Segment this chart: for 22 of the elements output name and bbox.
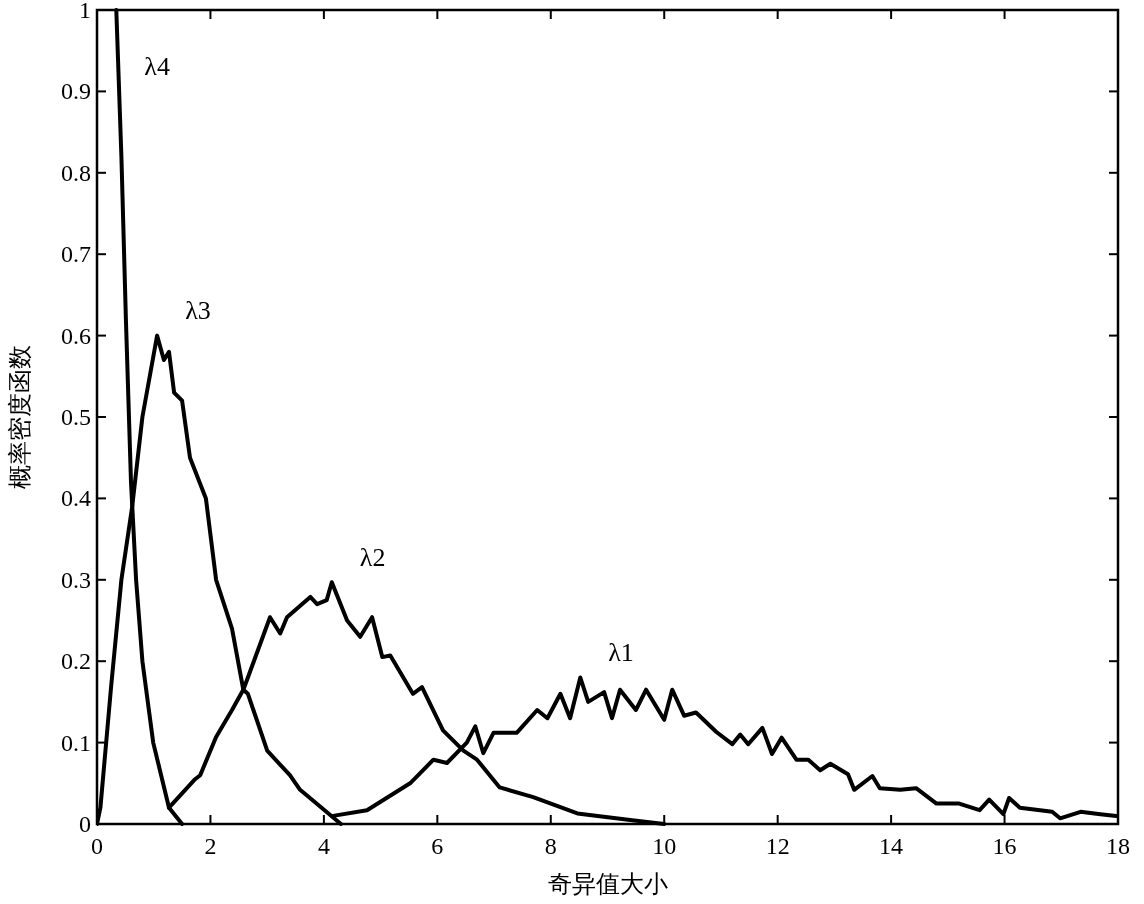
y-tick-label: 0.8 [61,159,91,186]
x-tick-label: 6 [431,833,444,859]
y-tick-label: 0.6 [61,322,91,349]
x-tick-label: 10 [652,833,677,859]
y-tick-label: 0.2 [61,648,91,675]
x-tick-label: 12 [765,833,790,859]
y-tick-label: 1 [79,0,91,23]
y-tick-label: 0 [79,811,91,837]
y-tick-label: 0.3 [61,566,91,593]
y-tick-label: 0.1 [61,729,91,756]
y-tick-label: 0.4 [61,485,91,512]
x-tick-label: 8 [544,833,557,859]
x-tick-label: 16 [992,833,1017,859]
y-tick-label: 0.7 [61,241,91,268]
y-tick-label: 0.9 [61,78,91,105]
x-tick-label: 14 [879,833,904,859]
x-tick-label: 18 [1106,833,1130,859]
y-tick-label: 0.5 [61,404,91,430]
x-axis-title: 奇异值大小 [547,870,668,898]
y-axis-title: 概率密度函数 [6,345,34,489]
x-tick-label: 2 [204,833,217,859]
x-tick-label: 4 [317,833,330,859]
